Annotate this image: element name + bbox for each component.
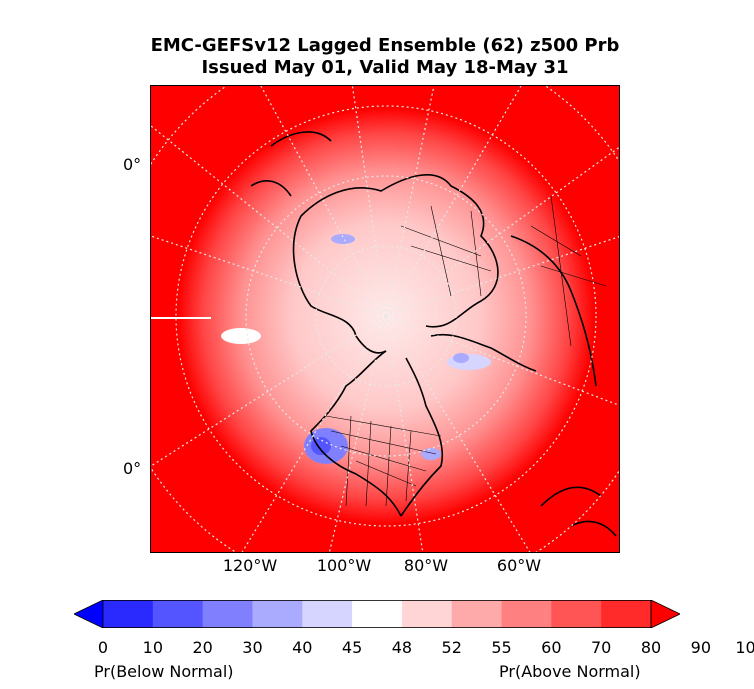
colorbar-outline	[102, 600, 652, 628]
lon-label-80w: 80°W	[403, 556, 449, 575]
colorbar-tick-label: 90	[690, 638, 711, 657]
colorbar-segment	[501, 600, 552, 628]
graticule	[151, 86, 619, 552]
colorbar-tick-label: 55	[491, 638, 512, 657]
colorbar-segment	[152, 600, 204, 628]
colorbar-tick-label: 52	[441, 638, 462, 657]
lon-label-60w: 60°W	[496, 556, 542, 575]
below-normal-core-atlantic	[453, 353, 469, 363]
colorbar-segment	[401, 600, 453, 628]
near-normal-patch-pacific	[221, 328, 261, 344]
colorbar-tick-label: 70	[590, 638, 612, 657]
map-title-line2: Issued May 01, Valid May 18-May 31	[201, 57, 569, 78]
colorbar-left-label: Pr(Below Normal)	[94, 662, 234, 681]
colorbar-right-label: Pr(Above Normal)	[499, 662, 641, 681]
colorbar-tick-label: 100	[735, 638, 754, 657]
colorbar-tick-label: 30	[242, 638, 263, 657]
colorbar-tick-label: 20	[192, 638, 213, 657]
colorbar-segment	[103, 600, 154, 628]
colorbar-tick-label: 60	[541, 638, 562, 657]
colorbar-tick-label: 48	[391, 638, 413, 657]
below-normal-patch-east-us	[421, 448, 441, 460]
colorbar-segment	[601, 600, 652, 628]
political-borders	[325, 195, 607, 507]
colorbar-arrow-low	[74, 600, 104, 628]
colorbar-tick-label: 10	[142, 638, 163, 657]
lon-label-100w: 100°W	[316, 556, 372, 575]
map-canvas	[151, 86, 619, 552]
map-title-line1: EMC-GEFSv12 Lagged Ensemble (62) z500 Pr…	[150, 35, 620, 56]
lon-label-120w: 120°W	[222, 556, 278, 575]
colorbar-segment	[352, 600, 403, 628]
coastlines	[250, 131, 617, 537]
colorbar-tick-label: 40	[292, 638, 313, 657]
colorbar-segment	[302, 600, 353, 628]
colorbar-tick-label: 0	[97, 638, 109, 657]
colorbar-segment	[202, 600, 253, 628]
colorbar-tick-label: 45	[341, 638, 363, 657]
polar-stereographic-map	[150, 85, 620, 553]
below-normal-patch-siberia	[331, 234, 355, 244]
colorbar-segment	[252, 600, 303, 628]
lat-label-bottom: 0°	[123, 459, 142, 478]
colorbar-segment	[551, 600, 602, 628]
colorbar-arrow-high	[650, 600, 680, 628]
colorbar-segment	[451, 600, 503, 628]
lat-label-top: 0°	[123, 155, 142, 174]
colorbar	[74, 600, 680, 628]
colorbar-tick-label: 80	[640, 638, 662, 657]
